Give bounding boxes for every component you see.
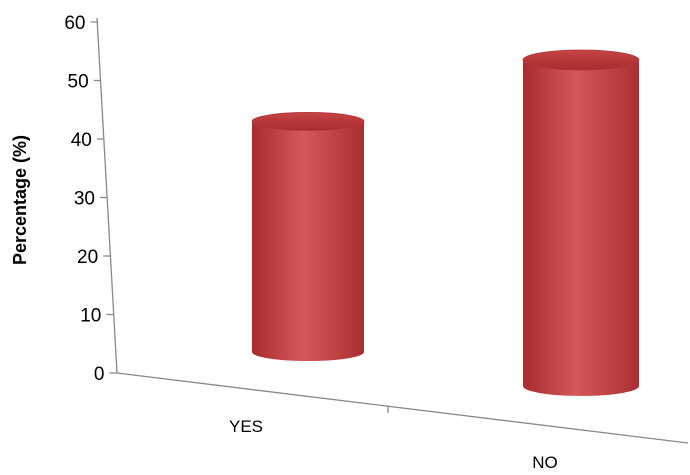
y-tick-label: 50: [68, 72, 89, 93]
y-ticks: 0 10 20 30 40 50 60: [64, 13, 117, 385]
x-axis-line: [116, 372, 689, 444]
y-tick-label: 40: [71, 130, 92, 151]
bars: [251, 49, 640, 397]
y-tick-label: 30: [74, 189, 95, 210]
bar-top: [522, 49, 640, 71]
bar-body: [523, 59, 639, 397]
category-label-no: NO: [532, 453, 558, 472]
bar-yes: [251, 112, 365, 361]
bar-top: [251, 112, 365, 131]
y-tick-label: 0: [94, 364, 105, 385]
y-axis-title: Percentage (%): [10, 135, 30, 265]
y-tick-label: 20: [77, 247, 98, 268]
bar-body: [252, 121, 364, 361]
category-label-yes: YES: [229, 417, 263, 436]
axes: [96, 17, 689, 444]
y-axis-line: [96, 17, 118, 374]
y-tick-label: 10: [80, 306, 101, 327]
bar-no: [522, 49, 640, 397]
category-labels: YES NO: [229, 417, 558, 472]
y-tick-label: 60: [64, 13, 85, 34]
